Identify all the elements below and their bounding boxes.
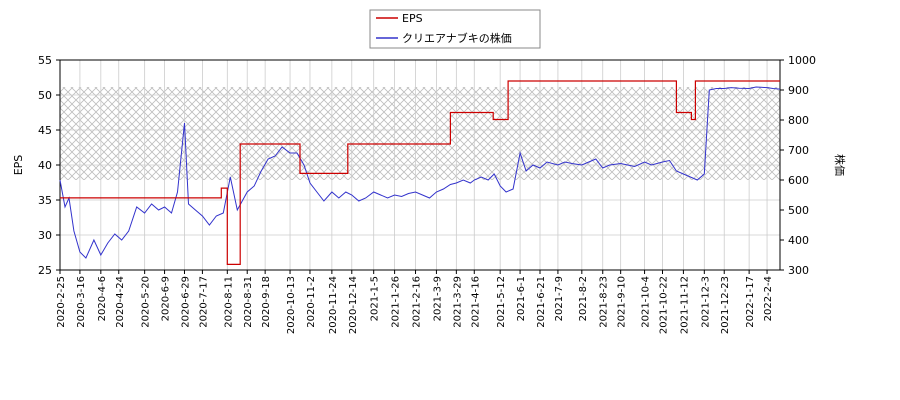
x-tick-label: 2021-1-26 [391,276,402,328]
y-right-tick-label: 400 [788,234,809,247]
legend-label-eps: EPS [402,12,423,25]
y-left-tick-label: 50 [38,89,52,102]
x-tick-label: 2020-6-29 [180,276,191,328]
x-tick-label: 2021-7-9 [554,276,565,321]
y-axis-left-label: EPS [12,155,25,176]
x-tick-label: 2021-4-16 [470,276,481,328]
y-left-tick-label: 35 [38,194,52,207]
x-tick-label: 2020-8-11 [223,276,234,328]
plot-area: 25 30 35 40 45 50 55 300 400 500 600 700 800 900 1000 2… [38,54,816,334]
x-tick-label: 2020-9-18 [261,276,272,328]
y-left-tick-label: 30 [38,229,52,242]
y-left-tick-label: 25 [38,264,52,277]
x-tick-label: 2021-8-2 [578,276,589,321]
price-line [59,86,781,259]
x-tick-label: 2020-8-31 [243,276,254,328]
x-tick-label: 2020-12-14 [348,276,359,334]
x-tick-label: 2021-6-21 [536,276,547,328]
x-tick-label: 2020-11-2 [306,276,317,328]
y-axis-right-label: 株価 [833,154,847,176]
legend: EPS クリエアナブキの株価 [369,9,541,49]
x-tick-label: 2022-1-17 [745,276,756,328]
x-tick-label: 2020-11-24 [328,276,339,334]
x-tick-label: 2020-5-20 [141,276,152,328]
x-tick-label: 2020-3-16 [76,276,87,328]
legend-label-price: クリエアナブキの株価 [402,31,512,45]
x-tick-label: 2021-2-16 [412,276,423,328]
x-tick-label: 2021-8-23 [599,276,610,328]
eps-line [60,80,780,265]
x-tick-label: 2021-11-12 [679,276,690,334]
y-right-tick-label: 700 [788,144,809,157]
y-left-tick-label: 55 [38,54,52,67]
x-tick-label: 2021-12-3 [700,276,711,328]
x-tick-label: 2021-12-23 [720,276,731,334]
x-tick-label: 2020-4-24 [115,276,126,328]
y-right-tick-label: 500 [788,204,809,217]
x-tick-label: 2020-6-9 [161,276,172,321]
x-tick-label: 2021-10-22 [658,276,669,334]
y-right-tick-label: 300 [788,264,809,277]
x-tick-label: 2021-10-4 [641,276,652,328]
y-left-tick-label: 45 [38,124,52,137]
x-tick-label: 2020-2-25 [56,276,67,328]
y-right-tick-label: 900 [788,84,809,97]
x-tick-label: 2020-7-17 [198,276,209,328]
y-left-tick-label: 40 [38,159,52,172]
x-tick-label: 2021-1-5 [370,276,381,321]
x-tick-label: 2021-5-12 [496,276,507,328]
shaded-band [60,87,780,180]
y-right-tick-label: 600 [788,174,809,187]
x-tick-label: 2020-4-6 [97,276,108,321]
y-right-tick-label: 1000 [788,54,816,67]
x-tick-label: 2020-10-13 [286,276,297,334]
x-tick-label: 2021-3-9 [432,276,443,321]
x-tick-label: 2021-3-29 [452,276,463,328]
x-tick-label: 2022-2-4 [763,276,774,321]
x-tick-label: 2021-9-10 [617,276,628,328]
y-right-tick-label: 800 [788,114,809,127]
x-tick-label: 2021-6-1 [516,276,527,321]
